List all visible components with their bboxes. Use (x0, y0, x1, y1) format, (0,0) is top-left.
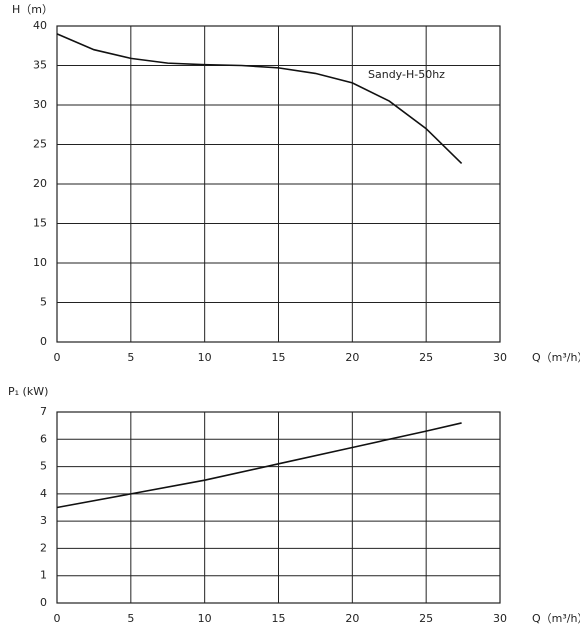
y-tick-label: 20 (33, 177, 47, 190)
y-tick-label: 30 (33, 98, 47, 111)
x-tick-label: 10 (198, 351, 212, 364)
x-axis-label: Q（m³/h） (532, 351, 580, 364)
y-tick-label: 3 (40, 514, 47, 527)
y-tick-label: 5 (40, 296, 47, 309)
x-tick-label: 25 (419, 612, 433, 625)
x-tick-label: 25 (419, 351, 433, 364)
plot-frame (56, 25, 501, 343)
x-tick-label: 20 (345, 612, 359, 625)
annotation: Sandy-H-50hz (368, 68, 445, 81)
x-tick-label: 0 (54, 351, 61, 364)
x-tick-label: 5 (127, 351, 134, 364)
y-tick-label: 15 (33, 217, 47, 230)
x-axis-label: Q（m³/h） (532, 612, 580, 625)
y-tick-label: 25 (33, 138, 47, 151)
x-tick-label: 5 (127, 612, 134, 625)
x-tick-label: 30 (493, 351, 507, 364)
y-tick-label: 5 (40, 460, 47, 473)
x-tick-label: 20 (345, 351, 359, 364)
y-tick-label: 7 (40, 405, 47, 418)
x-tick-label: 15 (272, 351, 286, 364)
y-tick-label: 0 (40, 335, 47, 348)
x-tick-label: 10 (198, 612, 212, 625)
x-tick-label: 0 (54, 612, 61, 625)
x-tick-label: 30 (493, 612, 507, 625)
y-tick-label: 1 (40, 569, 47, 582)
y-axis-label: H（m） (12, 3, 53, 16)
curve (56, 422, 462, 509)
y-tick-label: 0 (40, 596, 47, 609)
y-tick-label: 10 (33, 256, 47, 269)
y-tick-label: 35 (33, 59, 47, 72)
curve (56, 33, 463, 165)
y-tick-label: 40 (33, 19, 47, 32)
y-axis-label: P₁ (kW) (8, 385, 48, 398)
y-tick-label: 6 (40, 432, 47, 445)
y-tick-label: 4 (40, 487, 47, 500)
x-tick-label: 15 (272, 612, 286, 625)
y-tick-label: 2 (40, 541, 47, 554)
